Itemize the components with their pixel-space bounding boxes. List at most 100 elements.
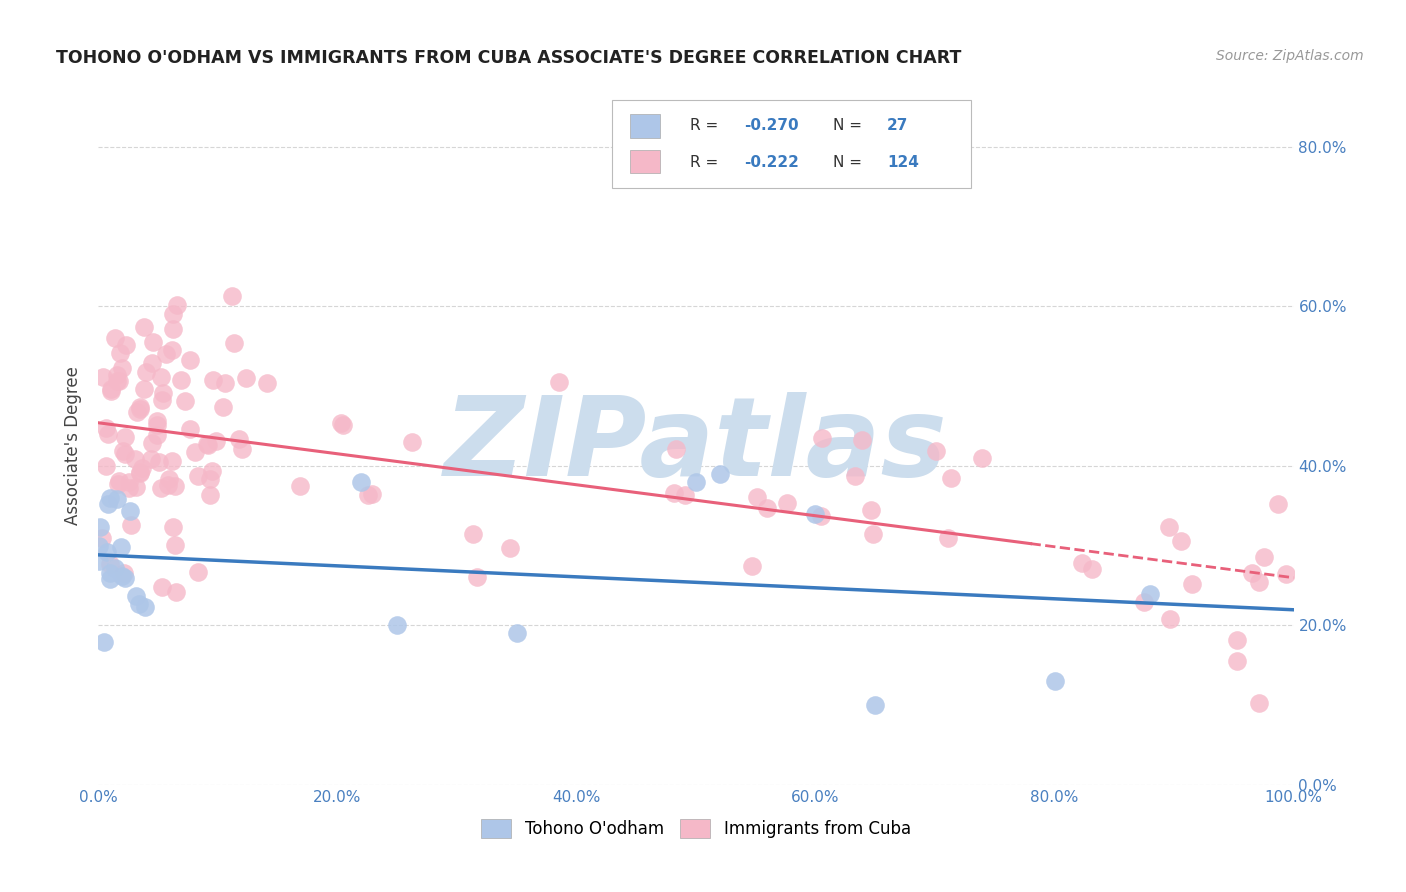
Point [160,343,183,358]
Point [465,570,488,584]
Point [1157,520,1180,534]
Point [747,490,769,504]
Point [105,368,128,382]
Bar [630,150,661,173]
Text: -0.222: -0.222 [744,155,799,170]
Point [146,427,169,442]
Point [350,475,373,489]
Point [125,405,148,419]
Point [124,452,146,467]
Point [110,540,132,554]
Point [112,566,135,580]
Point [673,488,696,502]
Point [235,371,257,385]
Point [1139,586,1161,600]
Point [163,479,186,493]
Point [156,478,179,492]
Point [804,507,827,521]
Point [91,531,114,545]
Point [98,566,121,580]
Point [142,334,165,349]
Point [1170,533,1192,548]
Point [198,488,221,502]
Point [120,517,142,532]
Point [187,469,209,483]
Point [205,434,228,449]
Point [108,346,131,360]
Point [198,472,221,486]
Point [148,455,170,469]
Text: N =: N = [834,155,868,170]
Text: 27: 27 [887,118,908,133]
Point [155,347,177,361]
Point [1159,611,1181,625]
Point [862,526,884,541]
Point [939,471,962,485]
Point [1240,566,1263,580]
Text: R =: R = [690,118,723,133]
Point [170,373,193,387]
Point [129,465,152,479]
Point [89,520,111,534]
Point [111,444,134,458]
Text: TOHONO O'ODHAM VS IMMIGRANTS FROM CUBA ASSOCIATE'S DEGREE CORRELATION CHART: TOHONO O'ODHAM VS IMMIGRANTS FROM CUBA A… [56,49,962,67]
Point [1274,566,1296,581]
Point [150,393,173,408]
Point [1267,497,1289,511]
Point [936,531,959,545]
Point [1181,576,1204,591]
Point [149,370,172,384]
Point [111,568,134,582]
Point [105,492,128,507]
Point [135,365,157,379]
Point [179,352,201,367]
Point [865,698,887,713]
Bar [630,114,661,137]
Point [228,432,250,446]
Point [141,435,163,450]
Point [98,557,121,571]
Point [201,373,224,387]
Point [844,469,866,483]
Point [360,487,382,501]
Point [87,554,110,568]
Point [104,561,127,575]
Point [94,421,117,435]
Point [145,417,167,432]
Point [401,435,423,450]
Point [115,338,138,352]
Point [548,375,571,389]
Point [664,486,686,500]
Point [776,496,799,510]
Point [152,385,174,400]
Point [741,558,763,573]
Point [87,539,110,553]
Point [972,450,994,465]
Point [114,571,136,585]
Point [129,400,152,414]
Point [256,376,278,390]
Legend: Tohono O'odham, Immigrants from Cuba: Tohono O'odham, Immigrants from Cuba [474,812,918,845]
Point [131,460,153,475]
Point [179,421,201,435]
Point [222,336,245,351]
Point [1133,595,1156,609]
Point [97,497,120,511]
Point [150,481,173,495]
Point [810,508,832,523]
Point [461,526,484,541]
Point [859,503,882,517]
Point [98,572,121,586]
Point [108,374,131,388]
Point [141,356,163,370]
Point [197,438,219,452]
Point [128,597,150,611]
Point [290,479,312,493]
Point [211,400,233,414]
FancyBboxPatch shape [613,100,972,188]
Point [118,481,141,495]
Point [104,331,127,345]
Point [150,580,173,594]
Point [118,475,141,489]
Point [173,393,195,408]
